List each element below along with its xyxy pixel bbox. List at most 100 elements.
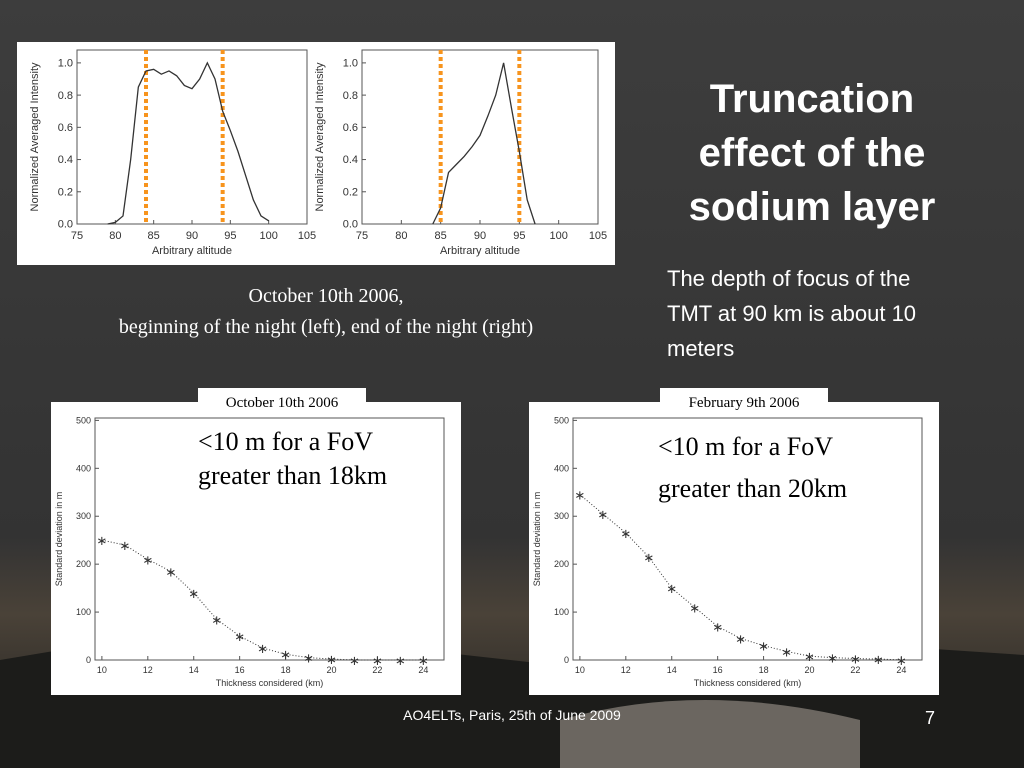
y-tick-label: 400 (554, 463, 569, 473)
annotation: <10 m for a FoV (658, 432, 833, 461)
data-marker: ∗ (643, 550, 654, 565)
x-tick-label: 14 (189, 665, 199, 675)
x-tick-label: 18 (281, 665, 291, 675)
data-marker: ∗ (234, 629, 245, 644)
x-tick-label: 14 (667, 665, 677, 675)
data-marker: ∗ (395, 653, 406, 668)
y-tick-label: 0.8 (343, 90, 358, 102)
data-marker: ∗ (96, 533, 107, 548)
x-tick-label: 12 (621, 665, 631, 675)
data-line (432, 62, 536, 225)
x-tick-label: 22 (850, 665, 860, 675)
y-tick-label: 0.6 (58, 122, 73, 134)
y-axis-label: Standard deviation in m (54, 492, 64, 587)
data-marker: ∗ (735, 631, 746, 646)
x-tick-label: 85 (435, 230, 447, 242)
title-line: effect of the (699, 131, 926, 175)
x-axis-label: Thickness considered (km) (216, 678, 324, 688)
data-marker: ∗ (758, 639, 769, 654)
data-marker: ∗ (873, 652, 884, 667)
x-tick-label: 85 (148, 230, 160, 242)
x-axis-label: Arbitrary altitude (152, 245, 232, 257)
data-marker: ∗ (142, 552, 153, 567)
data-marker: ∗ (211, 612, 222, 627)
data-marker: ∗ (418, 653, 429, 668)
chart-panel (17, 42, 615, 265)
x-tick-label: 95 (224, 230, 236, 242)
y-tick-label: 0.4 (343, 154, 358, 166)
y-tick-label: 100 (76, 607, 91, 617)
data-marker: ∗ (349, 653, 360, 668)
plot-frame (94, 417, 445, 661)
chart-title: February 9th 2006 (689, 395, 800, 411)
annotation: greater than 20km (658, 474, 847, 503)
caption-line: October 10th 2006, (249, 285, 404, 307)
body-line: TMT at 90 km is about 10 (667, 301, 916, 326)
annotation: <10 m for a FoV (198, 427, 373, 456)
y-tick-label: 200 (76, 559, 91, 569)
caption: October 10th 2006, beginning of the nigh… (119, 285, 533, 338)
chart-title-box (660, 388, 828, 415)
data-marker: ∗ (666, 581, 677, 596)
chart-panel (529, 402, 939, 695)
data-marker: ∗ (896, 653, 907, 668)
chart-panel (51, 402, 461, 695)
body-line: The depth of focus of the (667, 266, 910, 291)
x-tick-label: 16 (235, 665, 245, 675)
y-tick-label: 400 (76, 463, 91, 473)
data-marker: ∗ (188, 586, 199, 601)
y-axis-label: Normalized Averaged Intensity (314, 62, 326, 211)
data-marker: ∗ (574, 488, 585, 503)
x-tick-label: 80 (109, 230, 121, 242)
plot-frame (572, 417, 923, 661)
x-tick-label: 100 (549, 230, 567, 242)
dome (560, 700, 860, 768)
data-marker: ∗ (372, 653, 383, 668)
x-tick-label: 100 (259, 230, 277, 242)
annotation: greater than 18km (198, 461, 387, 490)
data-marker: ∗ (712, 619, 723, 634)
y-tick-label: 0 (564, 655, 569, 665)
data-marker: ∗ (804, 649, 815, 664)
data-line (107, 61, 270, 225)
title-line: sodium layer (689, 185, 936, 229)
data-marker: ∗ (781, 644, 792, 659)
body: The depth of focus of the TMT at 90 km i… (667, 266, 916, 361)
page-number: 7 (925, 708, 935, 728)
y-axis-label: Standard deviation in m (532, 492, 542, 587)
y-tick-label: 0 (86, 655, 91, 665)
x-tick-label: 75 (356, 230, 368, 242)
footer: AO4ELTs, Paris, 25th of June 2009 (403, 707, 621, 723)
data-marker: ∗ (280, 647, 291, 662)
x-tick-label: 90 (474, 230, 486, 242)
chart-title-box (198, 388, 366, 415)
y-tick-label: 0.0 (58, 219, 73, 231)
x-tick-label: 20 (804, 665, 814, 675)
x-tick-label: 24 (418, 665, 428, 675)
x-axis-label: Thickness considered (km) (694, 678, 802, 688)
data-marker: ∗ (165, 564, 176, 579)
title-line: Truncation (710, 77, 914, 121)
x-tick-label: 75 (71, 230, 83, 242)
y-tick-label: 0.6 (343, 122, 358, 134)
x-tick-label: 20 (326, 665, 336, 675)
x-tick-label: 10 (575, 665, 585, 675)
x-tick-label: 105 (589, 230, 607, 242)
y-tick-label: 100 (554, 607, 569, 617)
y-axis-label: Normalized Averaged Intensity (29, 62, 41, 211)
x-tick-label: 105 (298, 230, 316, 242)
y-tick-label: 0.2 (58, 186, 73, 198)
x-tick-label: 90 (186, 230, 198, 242)
body-line: meters (667, 336, 734, 361)
x-tick-label: 10 (97, 665, 107, 675)
data-marker: ∗ (597, 507, 608, 522)
y-tick-label: 300 (76, 511, 91, 521)
x-tick-label: 95 (513, 230, 525, 242)
y-tick-label: 1.0 (343, 58, 358, 70)
x-tick-label: 24 (896, 665, 906, 675)
x-tick-label: 80 (395, 230, 407, 242)
x-tick-label: 16 (713, 665, 723, 675)
x-tick-label: 22 (372, 665, 382, 675)
data-marker: ∗ (827, 651, 838, 666)
